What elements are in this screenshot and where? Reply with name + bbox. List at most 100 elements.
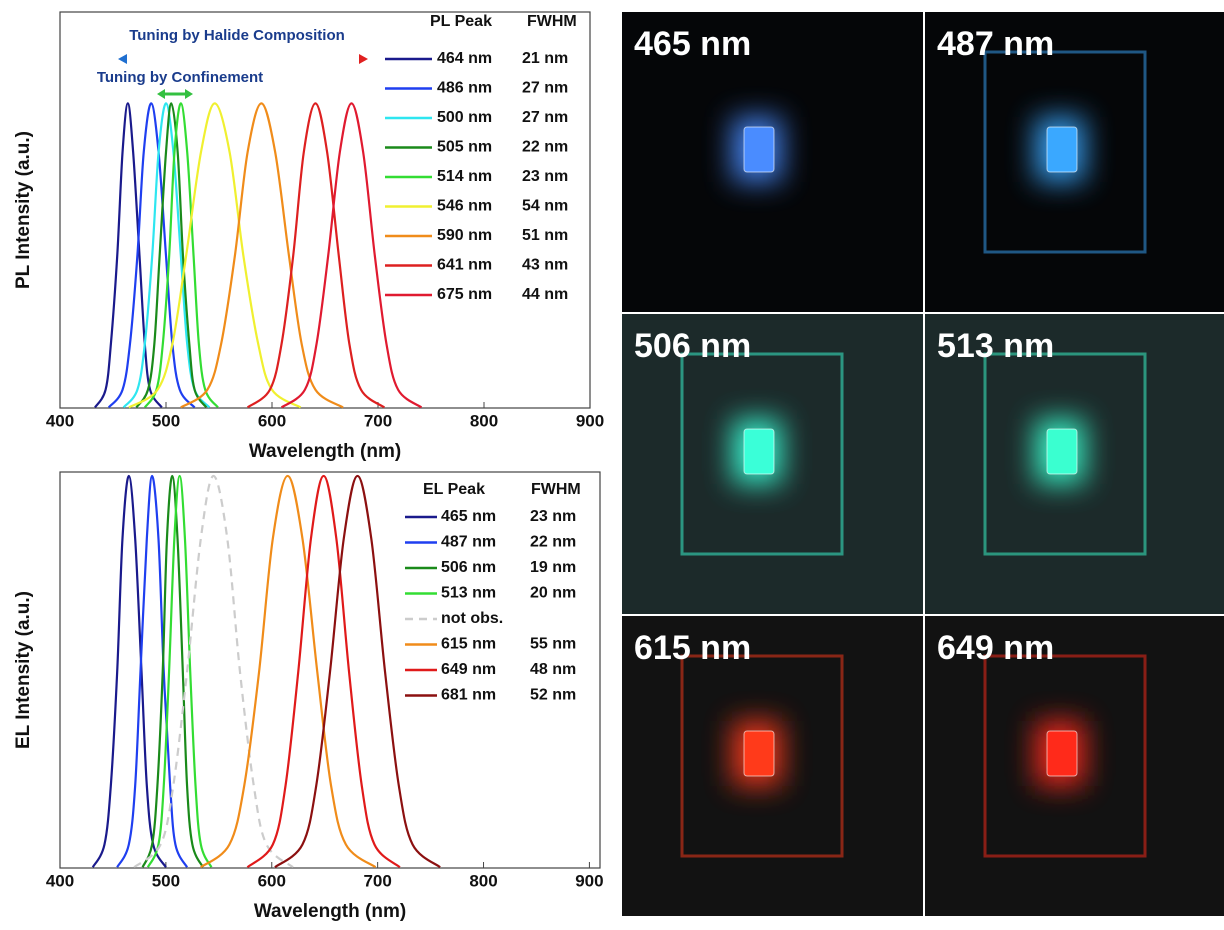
- legend-label: 486 nm: [437, 80, 492, 97]
- legend-label: 641 nm: [437, 257, 492, 274]
- legend-fwhm: 22 nm: [522, 139, 568, 156]
- photo-panel: 487 nm: [925, 12, 1224, 312]
- legend-fwhm: 23 nm: [530, 508, 576, 525]
- x-tick-label: 500: [152, 411, 180, 430]
- legend-header: EL Peak: [423, 481, 485, 498]
- arrow-head: [157, 89, 193, 99]
- plot-frame: [59, 11, 591, 409]
- spectrum-line: [141, 474, 204, 868]
- legend-fwhm: 27 nm: [522, 109, 568, 126]
- legend-header: FWHM: [527, 13, 577, 30]
- emission-pixel: [743, 126, 775, 173]
- arrow-head: [359, 54, 368, 64]
- photo-label: 506 nm: [634, 327, 751, 365]
- x-tick-label: 800: [470, 411, 498, 430]
- legend-label: 487 nm: [441, 534, 496, 551]
- y-axis-title: EL Intensity (a.u.): [13, 591, 34, 749]
- photo-panel: 465 nm: [622, 12, 923, 312]
- legend-fwhm: 19 nm: [530, 559, 576, 576]
- legend-label: 590 nm: [437, 227, 492, 244]
- photo-panel: 615 nm: [622, 616, 923, 916]
- x-axis-title: Wavelength (nm): [249, 441, 401, 462]
- legend-fwhm: 44 nm: [522, 286, 568, 303]
- photo-label: 615 nm: [634, 629, 751, 667]
- photo-panel: 649 nm: [925, 616, 1224, 916]
- legend-label: 681 nm: [441, 687, 496, 704]
- legend-label: 675 nm: [437, 286, 492, 303]
- device-outline: [983, 50, 1147, 254]
- spectrum-line: [246, 474, 401, 869]
- x-tick-label: 600: [258, 871, 286, 890]
- legend-fwhm: 21 nm: [522, 50, 568, 67]
- x-tick-label: 900: [575, 871, 603, 890]
- device-outline: [983, 654, 1147, 858]
- arrow-head: [118, 54, 127, 64]
- spectrum-line: [200, 474, 377, 869]
- legend-fwhm: 27 nm: [522, 80, 568, 97]
- device-outline: [680, 654, 844, 858]
- x-tick-label: 700: [364, 411, 392, 430]
- legend-label: 649 nm: [441, 661, 496, 678]
- legend-label: 514 nm: [437, 168, 492, 185]
- spectrum-line: [180, 102, 344, 409]
- spectrum-line: [116, 474, 189, 868]
- x-tick-label: 900: [576, 411, 604, 430]
- spectrum-line: [122, 102, 211, 409]
- spectrum-line: [143, 102, 219, 409]
- legend-fwhm: 22 nm: [530, 534, 576, 551]
- emission-pixel: [743, 730, 775, 777]
- legend-label: 546 nm: [437, 198, 492, 215]
- legend-label: 500 nm: [437, 109, 492, 126]
- device-outline: [983, 352, 1147, 556]
- photo-label: 649 nm: [937, 629, 1054, 667]
- x-axis-title: Wavelength (nm): [254, 901, 406, 922]
- emission-pixel: [1046, 428, 1078, 475]
- photo-label: 513 nm: [937, 327, 1054, 365]
- photo-label: 465 nm: [634, 25, 751, 63]
- legend-header: FWHM: [531, 481, 581, 498]
- device-outline: [680, 352, 844, 556]
- spectrum-line: [133, 474, 294, 869]
- x-tick-label: 400: [46, 411, 74, 430]
- legend-label: 506 nm: [441, 559, 496, 576]
- spectrum-line: [146, 474, 213, 868]
- legend-label: 513 nm: [441, 585, 496, 602]
- spectrum-line: [135, 102, 208, 409]
- emission-pixel: [1046, 730, 1078, 777]
- annotation: Tuning by Halide Composition: [129, 27, 345, 44]
- legend-label: 464 nm: [437, 50, 492, 67]
- spectrum-line: [274, 474, 441, 869]
- legend-fwhm: 54 nm: [522, 198, 568, 215]
- legend-fwhm: 20 nm: [530, 585, 576, 602]
- x-tick-label: 600: [258, 411, 286, 430]
- emission-pixel: [1046, 126, 1078, 173]
- legend-fwhm: 51 nm: [522, 227, 568, 244]
- legend-fwhm: 48 nm: [530, 661, 576, 678]
- plot-frame: [59, 471, 601, 869]
- legend-header: PL Peak: [430, 13, 492, 30]
- spectrum-line: [107, 102, 196, 409]
- legend-fwhm: 43 nm: [522, 257, 568, 274]
- x-tick-label: 700: [363, 871, 391, 890]
- photo-panel: 506 nm: [622, 314, 923, 614]
- y-axis-title: PL Intensity (a.u.): [13, 131, 34, 289]
- spectrum-line: [246, 102, 386, 409]
- legend-fwhm: 23 nm: [522, 168, 568, 185]
- x-tick-label: 500: [152, 871, 180, 890]
- legend-fwhm: 52 nm: [530, 687, 576, 704]
- photo-panel: 513 nm: [925, 314, 1224, 614]
- legend-fwhm: 55 nm: [530, 636, 576, 653]
- legend-label: 615 nm: [441, 636, 496, 653]
- annotation: Tuning by Confinement: [97, 69, 263, 86]
- x-tick-label: 400: [46, 871, 74, 890]
- photo-label: 487 nm: [937, 25, 1054, 63]
- legend-label: 505 nm: [437, 139, 492, 156]
- spectrum-line: [91, 474, 167, 868]
- emission-pixel: [743, 428, 775, 475]
- spectrum-line: [128, 102, 302, 409]
- legend-label: not obs.: [441, 610, 503, 627]
- legend-label: 465 nm: [441, 508, 496, 525]
- spectrum-line: [280, 102, 423, 409]
- x-tick-label: 800: [469, 871, 497, 890]
